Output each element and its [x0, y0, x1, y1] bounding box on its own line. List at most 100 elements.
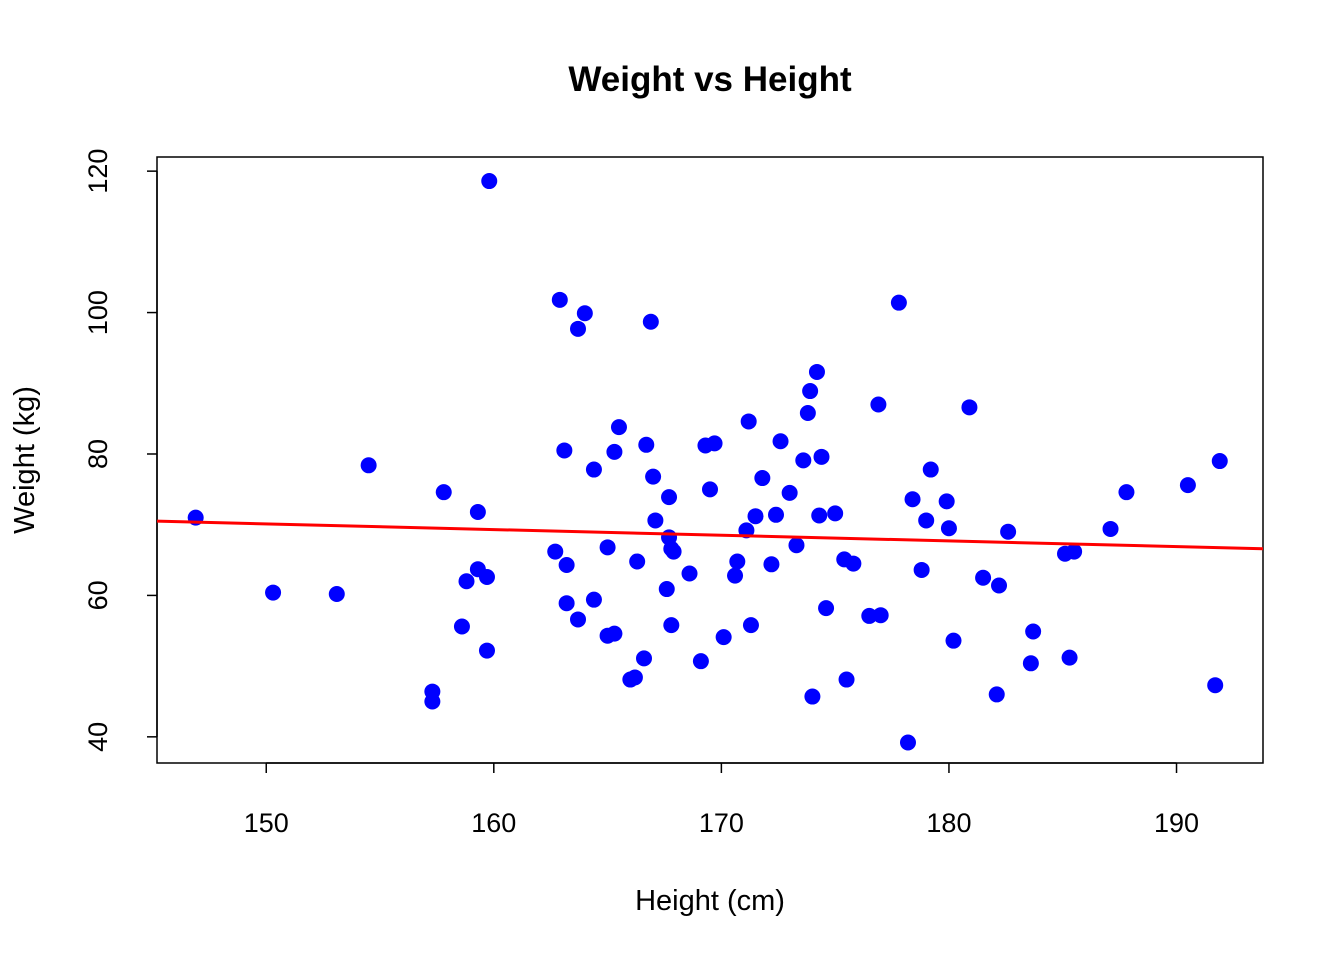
- data-point: [360, 457, 377, 474]
- data-point: [940, 520, 957, 537]
- y-tick-label: 60: [83, 580, 113, 610]
- data-point: [570, 611, 587, 628]
- data-point: [811, 507, 828, 524]
- data-point: [645, 468, 662, 485]
- data-point: [827, 505, 844, 522]
- data-point: [763, 556, 780, 573]
- data-point: [991, 577, 1008, 594]
- y-axis-label: Weight (kg): [9, 386, 41, 534]
- data-point: [1207, 677, 1224, 694]
- y-axis: 40 60 80 100 120: [83, 149, 158, 752]
- data-point: [599, 539, 616, 556]
- y-tick-label: 100: [83, 290, 113, 335]
- data-point: [638, 436, 655, 453]
- data-points: [187, 173, 1228, 751]
- data-point: [742, 617, 759, 634]
- y-tick-label: 80: [83, 439, 113, 469]
- data-point: [585, 461, 602, 478]
- data-point: [1025, 623, 1042, 640]
- data-point: [715, 629, 732, 646]
- data-point: [922, 461, 939, 478]
- data-point: [767, 506, 784, 523]
- data-point: [481, 173, 498, 190]
- data-point: [818, 600, 835, 617]
- chart-title: Weight vs Height: [568, 60, 852, 99]
- data-point: [799, 404, 816, 421]
- data-point: [453, 618, 470, 635]
- x-tick-label: 160: [471, 808, 516, 838]
- data-point: [727, 567, 744, 584]
- data-point: [788, 537, 805, 554]
- data-point: [1118, 484, 1135, 501]
- data-point: [706, 435, 723, 452]
- data-point: [747, 508, 764, 525]
- data-point: [424, 693, 441, 710]
- data-point: [585, 591, 602, 608]
- data-point: [904, 491, 921, 508]
- data-point: [435, 484, 452, 501]
- data-point: [961, 399, 978, 416]
- data-point: [890, 294, 907, 311]
- data-point: [576, 305, 593, 322]
- data-point: [629, 553, 646, 570]
- data-point: [626, 669, 643, 686]
- data-point: [1179, 477, 1196, 494]
- data-point: [845, 555, 862, 572]
- data-point: [469, 503, 486, 520]
- data-point: [781, 484, 798, 501]
- data-point: [754, 470, 771, 487]
- x-tick-label: 180: [926, 808, 971, 838]
- data-point: [663, 617, 680, 634]
- x-tick-label: 170: [699, 808, 744, 838]
- data-point: [478, 642, 495, 659]
- data-point: [610, 419, 627, 436]
- data-point: [551, 291, 568, 308]
- data-point: [328, 585, 345, 602]
- data-point: [642, 313, 659, 330]
- x-axis-label: Height (cm): [635, 885, 785, 917]
- data-point: [772, 433, 789, 450]
- regression-line: [156, 519, 1264, 551]
- data-point: [547, 543, 564, 560]
- data-point: [1000, 523, 1017, 540]
- data-point: [692, 653, 709, 670]
- data-point: [458, 573, 475, 590]
- data-point: [938, 493, 955, 510]
- data-point: [1211, 453, 1228, 470]
- data-point: [838, 671, 855, 688]
- plot-frame: [156, 156, 1264, 764]
- x-tick-label: 190: [1154, 808, 1199, 838]
- data-point: [636, 650, 653, 667]
- data-point: [658, 581, 675, 598]
- data-point: [988, 686, 1005, 703]
- data-point: [795, 452, 812, 469]
- data-point: [702, 481, 718, 498]
- data-point: [665, 543, 682, 560]
- data-point: [570, 320, 587, 337]
- data-point: [861, 607, 878, 624]
- data-point: [558, 557, 575, 574]
- data-point: [945, 632, 962, 649]
- x-axis: 150 160 170 180 190: [244, 762, 1199, 838]
- data-point: [813, 448, 830, 465]
- data-point: [1102, 520, 1119, 537]
- data-point: [808, 363, 825, 380]
- data-point: [802, 383, 819, 400]
- data-point: [265, 584, 282, 601]
- x-tick-label: 150: [244, 808, 289, 838]
- data-point: [478, 569, 495, 586]
- data-point: [975, 569, 992, 586]
- data-point: [740, 413, 757, 430]
- data-point: [681, 565, 698, 582]
- data-point: [606, 625, 623, 642]
- data-point: [913, 561, 930, 578]
- data-point: [1022, 655, 1039, 672]
- y-tick-label: 120: [83, 149, 113, 194]
- data-point: [729, 553, 746, 570]
- data-point: [872, 607, 889, 624]
- data-point: [804, 688, 821, 705]
- data-point: [606, 443, 623, 460]
- data-point: [556, 442, 573, 459]
- data-point: [661, 489, 678, 506]
